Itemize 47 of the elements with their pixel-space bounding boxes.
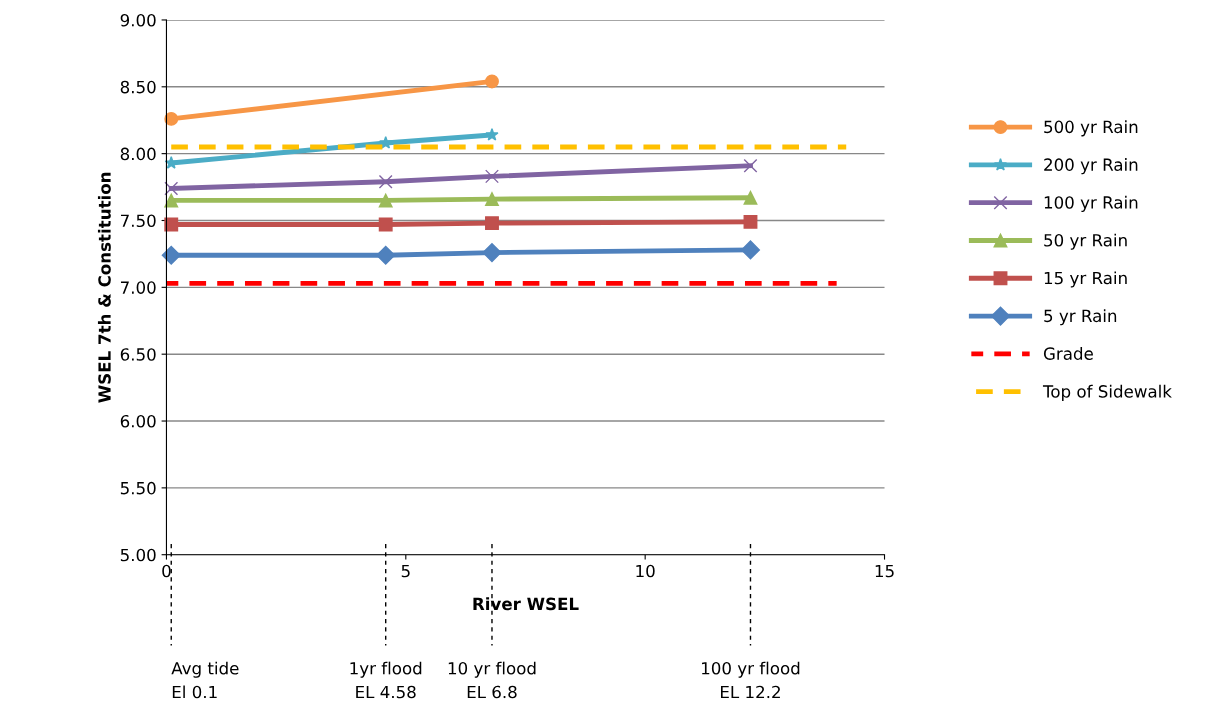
y-tick-label: 5.00 — [120, 548, 156, 562]
point — [164, 193, 179, 208]
point — [743, 190, 758, 205]
ref-line-label: 1yr flood EL 4.58 — [350, 661, 422, 699]
point — [485, 127, 499, 141]
x-tick-label: 0 — [162, 564, 171, 578]
legend-label: 100 yr Rain — [1044, 195, 1138, 212]
y-tick-label: 6.00 — [120, 414, 156, 428]
y-tick-label: 8.50 — [120, 80, 156, 94]
point — [376, 245, 396, 265]
legend-label: 500 yr Rain — [1044, 120, 1138, 137]
y-axis-title: WSEL 7th & Constitution — [97, 172, 111, 403]
point — [482, 243, 502, 263]
point — [485, 216, 499, 231]
ref-line-label: Avg tide El 0.1 — [171, 661, 239, 699]
point — [743, 158, 758, 173]
point — [379, 136, 393, 149]
point — [164, 111, 179, 126]
legend-label: 50 yr Rain — [1044, 233, 1127, 250]
y-tick-label: 7.50 — [120, 214, 156, 228]
point — [378, 217, 393, 232]
y-tick-label: 7.00 — [120, 281, 156, 294]
point — [485, 74, 499, 89]
point — [485, 169, 499, 184]
ref-line-label: 100 yr flood EL 12.2 — [702, 661, 800, 699]
x-tick-label: 15 — [875, 564, 894, 578]
x-tick-label: 10 — [636, 564, 655, 578]
point — [743, 214, 758, 229]
point — [164, 156, 178, 169]
legend-label: 5 yr Rain — [1044, 309, 1117, 326]
point — [161, 245, 181, 265]
y-tick-label: 5.50 — [120, 481, 156, 495]
point — [164, 181, 179, 196]
point — [740, 240, 761, 260]
point — [378, 193, 393, 208]
y-tick-label: 8.00 — [120, 147, 156, 161]
legend-label: Top of Sidewalk — [1042, 384, 1172, 401]
ref-line-label: 10 yr flood EL 6.8 — [448, 661, 536, 699]
point — [378, 174, 393, 189]
x-axis-title: River WSEL — [473, 597, 579, 611]
legend-label: Grade — [1043, 347, 1093, 360]
point — [485, 192, 499, 207]
legend-label: 15 yr Rain — [1044, 271, 1127, 288]
x-tick-label: 5 — [401, 564, 410, 578]
legend-label: 200 yr Rain — [1044, 158, 1138, 175]
y-tick-label: 6.50 — [120, 348, 156, 361]
y-tick-label: 9.00 — [120, 13, 156, 27]
